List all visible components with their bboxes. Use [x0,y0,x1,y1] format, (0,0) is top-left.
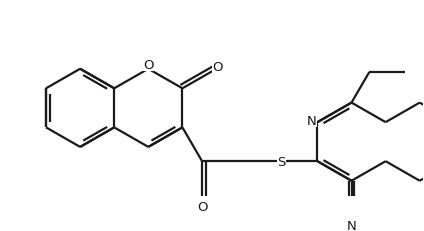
Text: N: N [307,114,316,127]
Text: O: O [143,58,153,71]
Text: O: O [197,200,207,213]
Text: N: N [347,219,357,231]
Text: S: S [277,155,286,168]
Text: O: O [213,61,223,74]
